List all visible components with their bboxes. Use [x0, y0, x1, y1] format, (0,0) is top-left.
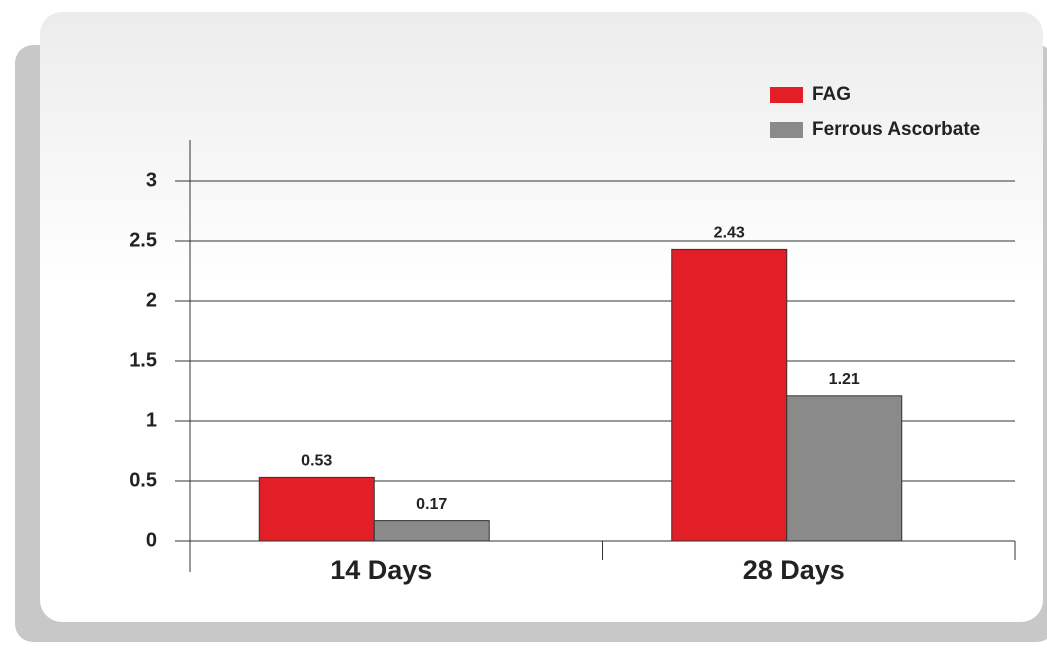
y-tick-label: 3 — [146, 169, 157, 191]
y-tick-label: 1.5 — [129, 349, 157, 371]
plot: 0 0.5 1 1.5 2 2.5 3 14 Days 0.53 0.17 28 Days 2.43 1… — [129, 84, 1016, 585]
legend-label: FAG — [812, 84, 851, 105]
legend-swatch — [770, 122, 803, 138]
bar — [786, 395, 903, 542]
x-tick-label: 28 Days — [743, 555, 845, 585]
y-tick-label: 1 — [146, 409, 157, 431]
legend-swatch — [770, 87, 803, 103]
data-label: 1.21 — [829, 371, 860, 388]
y-tick-label: 0.5 — [129, 469, 157, 491]
y-tick-label: 2 — [146, 289, 157, 311]
data-label: 2.43 — [714, 225, 745, 242]
data-label: 0.53 — [301, 453, 332, 470]
bar — [373, 520, 490, 542]
legend-label: Ferrous Ascorbate — [812, 119, 980, 140]
y-tick-label: 2.5 — [129, 229, 157, 251]
y-tick-label: 0 — [146, 529, 157, 551]
bar — [671, 248, 788, 542]
bar — [258, 476, 375, 542]
x-tick-label: 14 Days — [330, 555, 432, 585]
data-label: 0.17 — [416, 496, 447, 513]
